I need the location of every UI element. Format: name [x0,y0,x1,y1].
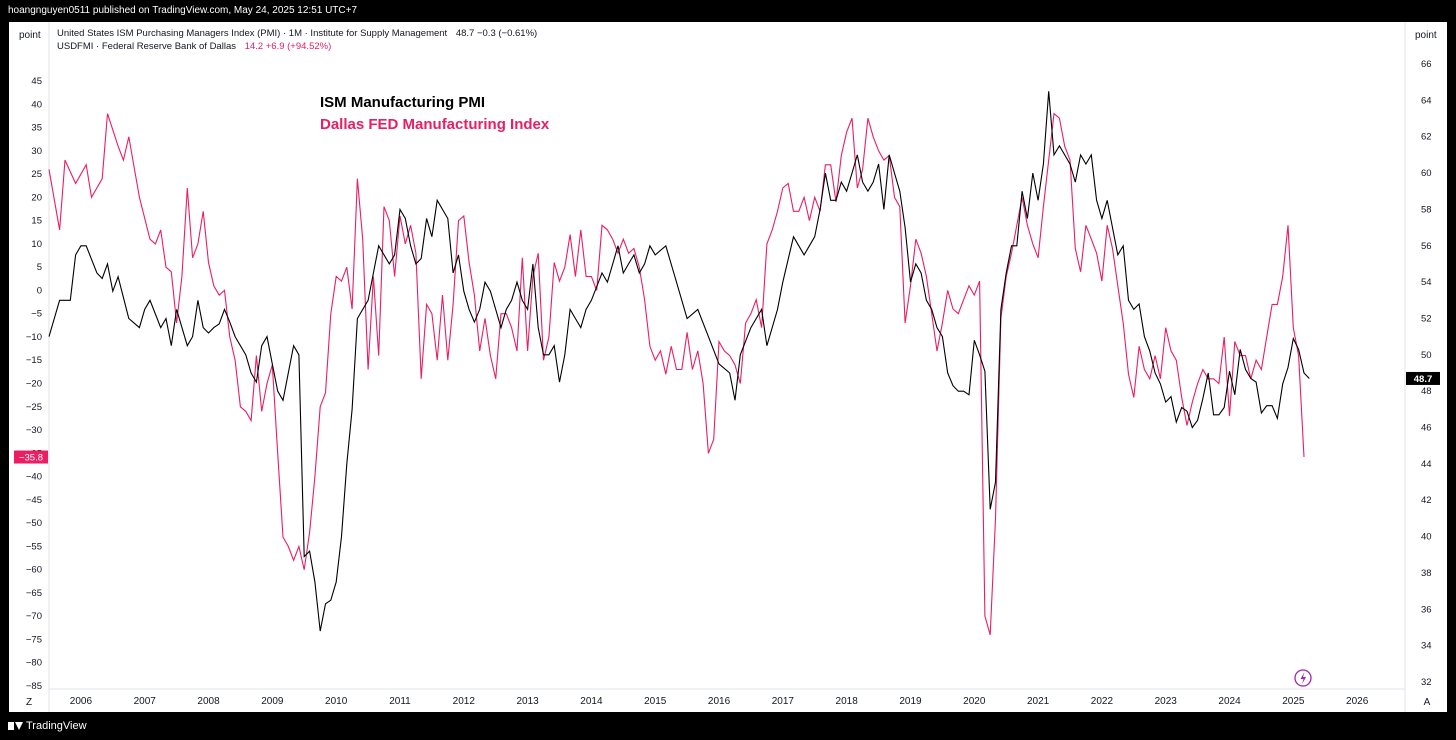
series-line-dallas [48,112,1305,635]
legend-ism-name: United States ISM Purchasing Managers In… [57,28,448,39]
left-tick-label: −20 [26,379,42,390]
x-tick-label: 2026 [1346,696,1369,707]
left-tick-label: 0 [37,285,42,296]
right-tick-label: 64 [1421,95,1432,106]
tradingview-brand: TradingView [26,720,87,732]
left-tick-label: −65 [26,588,42,599]
tradingview-logo-icon [8,722,23,730]
x-axis-ticks: 2006 2007 2008 2009 2010 2011 2012 2013 2014 2015… [70,696,1369,707]
x-tick-label: 2013 [516,696,539,707]
x-tick-label: 2010 [325,696,348,707]
legend-dallas-value: 14.2 +6.9 (+94.52%) [245,41,332,52]
x-tick-label: 2014 [580,696,603,707]
lightning-icon[interactable] [1294,669,1312,687]
left-tick-label: 30 [31,146,42,157]
right-axis-ticks: 66 64 62 60 58 56 54 52 50 48 46 44 42 40 38 36 34 32 [1421,59,1432,688]
right-tick-label: 56 [1421,241,1432,252]
footer-bar: TradingView [0,712,1456,740]
x-tick-label: 2025 [1282,696,1305,707]
x-tick-label: 2023 [1155,696,1178,707]
right-tick-label: 32 [1421,677,1432,688]
right-tick-label: 66 [1421,59,1432,70]
right-tick-label: 42 [1421,495,1432,506]
legend-line-dallas: USDFMI · Federal Reserve Bank of Dallas … [57,41,331,52]
x-tick-label: 2019 [899,696,922,707]
chart-title: ISM Manufacturing PMI [320,94,485,111]
left-tick-label: 25 [31,169,42,180]
left-tick-label: 15 [31,216,42,227]
left-tick-label: 40 [31,99,42,110]
a-button[interactable]: A [1424,697,1431,708]
right-tick-label: 44 [1421,459,1432,470]
right-tick-label: 50 [1421,350,1432,361]
right-tick-label: 36 [1421,604,1432,615]
left-tick-label: −85 [26,681,42,692]
x-tick-label: 2012 [453,696,476,707]
right-tick-label: 54 [1421,277,1432,288]
legend-ism-value: 48.7 −0.3 (−0.61%) [456,28,537,39]
x-tick-label: 2021 [1027,696,1050,707]
x-tick-label: 2017 [772,696,795,707]
publisher-line: hoangnguyen0511 published on TradingView… [0,0,1456,22]
left-tick-label: −60 [26,565,42,576]
right-tick-label: 62 [1421,132,1432,143]
left-tick-label: −50 [26,518,42,529]
left-tick-label: 10 [31,239,42,250]
right-tick-label: 34 [1421,641,1432,652]
chart-subtitle: Dallas FED Manufacturing Index [320,116,550,133]
left-tick-label: 20 [31,192,42,203]
left-tick-label: −40 [26,472,42,483]
right-tick-label: 38 [1421,568,1432,579]
x-tick-label: 2016 [708,696,731,707]
left-tick-label: −70 [26,611,42,622]
tradingview-logo[interactable]: TradingView [8,720,87,732]
x-tick-label: 2011 [389,696,411,707]
right-tick-label: 48 [1421,386,1432,397]
left-tick-label: 45 [31,76,42,87]
left-tick-label: −75 [26,634,42,645]
series-line-ism [48,91,1310,632]
right-tick-label: 46 [1421,423,1432,434]
x-tick-label: 2006 [70,696,93,707]
left-tick-label: −10 [26,332,42,343]
left-tick-label: −45 [26,495,42,506]
x-tick-label: 2008 [197,696,220,707]
svg-text:−35.8: −35.8 [19,453,43,464]
right-tick-label: 52 [1421,313,1432,324]
chart-frame: point point United States ISM Purchasing… [9,22,1447,712]
legend-dallas-name: USDFMI · Federal Reserve Bank of Dallas [57,41,236,52]
x-tick-label: 2024 [1218,696,1241,707]
right-tick-label: 60 [1421,168,1432,179]
right-last-value-badge: 48.7 [1406,371,1440,385]
legend-line-ism: United States ISM Purchasing Managers In… [57,28,537,39]
x-tick-label: 2018 [836,696,859,707]
z-button[interactable]: Z [26,697,32,708]
right-tick-label: 40 [1421,532,1432,543]
left-axis-ticks: 454035302520151050−5−10−15−20−25−30−35−4… [26,76,42,692]
left-tick-label: 35 [31,123,42,134]
left-tick-label: −80 [26,658,42,669]
svg-text:48.7: 48.7 [1414,374,1433,385]
x-tick-label: 2020 [963,696,986,707]
left-tick-label: −55 [26,541,42,552]
left-last-value-badge: −35.8 [14,450,48,464]
right-axis-unit: point [1415,30,1437,41]
left-tick-label: −15 [26,355,42,366]
left-tick-label: −25 [26,402,42,413]
chart-svg: point point United States ISM Purchasing… [14,22,1440,712]
x-tick-label: 2009 [261,696,284,707]
x-tick-label: 2015 [644,696,667,707]
left-tick-label: 5 [37,262,42,273]
left-tick-label: −30 [26,425,42,436]
left-tick-label: −5 [31,309,42,320]
right-tick-label: 58 [1421,204,1432,215]
x-tick-label: 2007 [134,696,157,707]
x-tick-label: 2022 [1091,696,1114,707]
left-axis-unit: point [19,30,41,41]
